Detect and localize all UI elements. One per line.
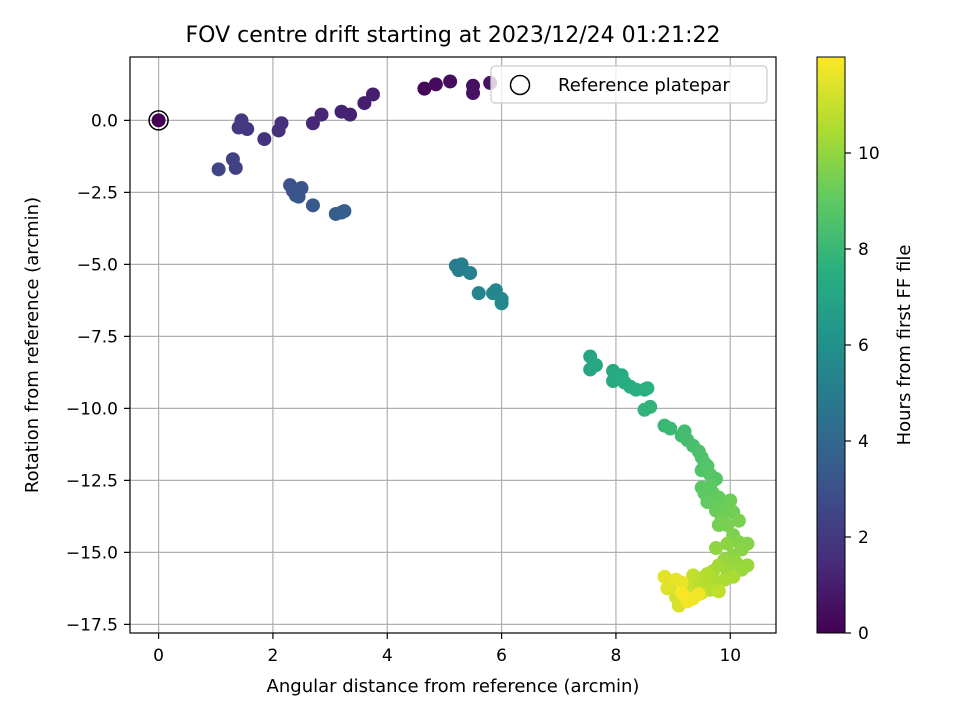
- y-tick-label: −15.0: [66, 543, 118, 563]
- scatter-point: [711, 584, 726, 599]
- scatter-point: [640, 381, 655, 396]
- y-tick-label: −12.5: [66, 471, 118, 491]
- x-ticks: 0 2 4 6 8 10: [153, 633, 741, 666]
- scatter-point: [428, 77, 443, 92]
- scatter-point: [494, 296, 509, 311]
- scatter-point: [588, 358, 603, 373]
- scatter-point: [417, 81, 432, 96]
- x-tick-label: 4: [382, 646, 393, 666]
- scatter-point: [225, 152, 240, 167]
- scatter-point: [720, 536, 735, 551]
- colorbar-tick-label: 8: [858, 240, 869, 260]
- y-ticks: 0.0 −2.5 −5.0 −7.5 −10.0 −12.5 −15.0 −17.5: [66, 111, 130, 635]
- scatter-point: [643, 399, 658, 414]
- scatter-point: [365, 87, 380, 102]
- scatter-point: [337, 204, 352, 219]
- scatter-point: [466, 86, 481, 100]
- legend-reference-marker: [509, 74, 531, 96]
- scatter-point: [454, 257, 469, 272]
- colorbar-tick-label: 10: [858, 144, 880, 164]
- plot-area-frame: [129, 56, 777, 634]
- scatter-point: [357, 96, 372, 111]
- legend-entry-label: Reference platepar: [558, 75, 730, 96]
- scatter-point: [674, 585, 689, 600]
- colorbar-tick-label: 2: [858, 528, 869, 548]
- scatter-point: [291, 189, 306, 204]
- scatter-point: [700, 494, 715, 509]
- scatter-point: [334, 104, 349, 119]
- colorbar: 0 2 4 6 8 10 Hours from first FF file: [816, 56, 915, 644]
- scatter-point: [471, 286, 486, 301]
- colorbar-tick-label: 6: [858, 336, 869, 356]
- scatter-point: [660, 581, 675, 596]
- grid-lines: [130, 57, 776, 633]
- scatter-point: [314, 107, 329, 122]
- reference-platepar-marker: [148, 110, 169, 131]
- y-tick-label: −5.0: [77, 255, 118, 275]
- scatter-point: [271, 123, 286, 138]
- scatter-point: [211, 162, 226, 177]
- y-tick-label: −2.5: [77, 183, 118, 203]
- y-axis-label: Rotation from reference (arcmin): [22, 197, 43, 493]
- scatter-point: [663, 421, 678, 436]
- y-tick-label: −17.5: [66, 615, 118, 635]
- chart-title: FOV centre drift starting at 2023/12/24 …: [186, 23, 721, 48]
- x-tick-label: 8: [611, 646, 622, 666]
- scatter-point: [674, 575, 689, 590]
- y-tick-label: −7.5: [77, 327, 118, 347]
- x-tick-label: 2: [268, 646, 279, 666]
- x-axis-label: Angular distance from reference (arcmin): [267, 676, 640, 697]
- scatter-point: [731, 513, 746, 528]
- scatter-point: [691, 587, 706, 602]
- scatter-point: [231, 120, 246, 135]
- scatter-point: [708, 541, 723, 556]
- colorbar-tick-label: 0: [858, 624, 869, 644]
- colorbar-gradient: [816, 56, 846, 634]
- scatter-point: [723, 493, 738, 508]
- y-tick-label: 0.0: [91, 111, 118, 131]
- scatter-point: [257, 132, 272, 147]
- colorbar-label: Hours from first FF file: [894, 245, 915, 446]
- scatter-point: [657, 569, 672, 584]
- reference-point-fill: [151, 113, 166, 128]
- colorbar-ticks: 0 2 4 6 8 10: [845, 144, 880, 644]
- colorbar-tick-label: 4: [858, 432, 869, 452]
- legend: Reference platepar: [490, 65, 768, 104]
- x-tick-label: 0: [153, 646, 164, 666]
- x-tick-label: 10: [719, 646, 741, 666]
- scatter-point: [463, 266, 478, 280]
- x-tick-label: 6: [496, 646, 507, 666]
- scatter-point: [305, 116, 320, 131]
- scatter-point: [443, 74, 458, 89]
- scatter-point: [305, 198, 320, 213]
- legend-box: [490, 65, 768, 104]
- scatter-points: [148, 74, 755, 613]
- y-tick-label: −10.0: [66, 399, 118, 419]
